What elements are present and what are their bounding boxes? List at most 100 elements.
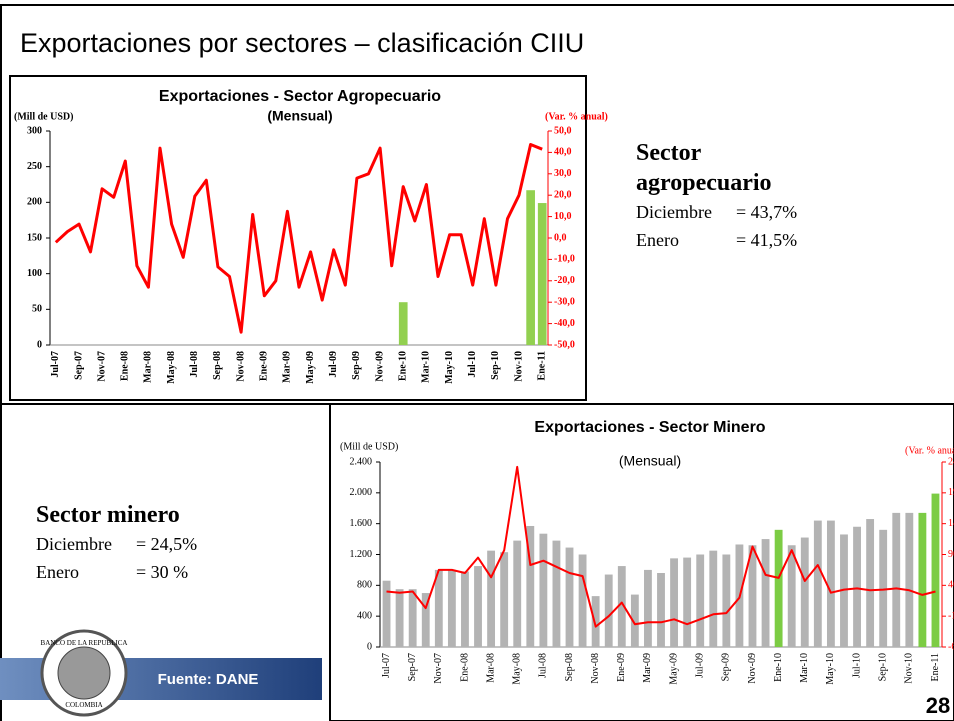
x-tick-label: Mar-09 (642, 653, 653, 683)
y-tick-label: 300 (27, 125, 42, 136)
x-tick-label: Ene-08 (120, 351, 131, 381)
y2-axis-label: (Var. % anual) (905, 445, 954, 456)
x-tick-label: Jul-07 (50, 351, 61, 378)
note-value: = 41,5% (736, 230, 798, 250)
bar (774, 529, 783, 647)
y2-tick-label: 40,0 (554, 147, 572, 158)
bar (931, 493, 940, 647)
y2-tick-label: 190,0 (948, 487, 954, 498)
bar (761, 539, 770, 647)
y2-tick-label: 10,0 (554, 211, 572, 222)
x-tick-label: Jul-09 (695, 653, 706, 678)
y2-tick-label: -40,0 (554, 318, 575, 329)
note-row: Diciembre = 43,7% (636, 198, 806, 226)
bar (866, 519, 875, 647)
bar (787, 545, 796, 647)
x-tick-label: May-10 (825, 653, 836, 685)
y2-tick-label: 0,0 (554, 232, 567, 243)
x-tick-label: May-08 (166, 351, 177, 384)
bar (879, 529, 888, 647)
note-row: Enero = 41,5% (636, 226, 806, 254)
y-tick-label: 0 (37, 339, 42, 350)
x-tick-label: May-09 (305, 351, 316, 384)
y-axis-label: (Mill de USD) (14, 111, 73, 122)
x-tick-label: Nov-07 (96, 351, 107, 382)
y2-tick-label: -10,0 (554, 254, 575, 265)
source: Fuente: DANE (158, 671, 259, 688)
bar (722, 554, 731, 647)
x-tick-label: Nov-10 (513, 351, 524, 382)
x-tick-label: Sep-07 (407, 653, 418, 681)
x-tick-label: Nov-09 (747, 653, 758, 684)
note-label: Enero (636, 230, 679, 250)
y2-tick-label: 30,0 (554, 168, 572, 179)
bar (447, 569, 456, 647)
x-tick-label: Ene-11 (537, 351, 548, 380)
x-tick-label: Jul-10 (467, 351, 478, 378)
note-value: = 24,5% (136, 534, 198, 554)
x-tick-label: Mar-09 (282, 351, 293, 383)
x-tick-label: Sep-10 (490, 351, 501, 380)
x-tick-label: Ene-08 (459, 653, 470, 682)
x-tick-label: Nov-07 (433, 653, 444, 684)
logo-bottom: COLOMBIA (65, 701, 102, 709)
x-tick-label: Sep-09 (351, 351, 362, 380)
chart-subtitle: (Mensual) (619, 453, 681, 469)
y-tick-label: 1.600 (350, 518, 373, 529)
bar (748, 545, 757, 647)
slide-frame (0, 4, 954, 721)
x-tick-label: May-09 (668, 653, 679, 685)
y-tick-label: 400 (357, 610, 372, 621)
y-tick-label: 2.400 (350, 456, 373, 467)
y-tick-label: 150 (27, 232, 42, 243)
y-tick-label: 250 (27, 161, 42, 172)
y2-tick-label: 90,0 (948, 549, 954, 560)
x-tick-label: Jul-07 (381, 653, 392, 678)
y2-axis-label: (Var. % anual) (545, 111, 608, 122)
chart-title: Exportaciones - Sector Agropecuario (159, 88, 441, 105)
note-label: Diciembre (36, 534, 112, 554)
slide-title: Exportaciones por sectores – clasificaci… (20, 28, 584, 58)
bar (398, 302, 408, 345)
x-tick-label: Sep-08 (212, 351, 223, 380)
chart-subtitle: (Mensual) (267, 108, 332, 124)
note-label: Enero (36, 562, 79, 582)
x-tick-label: Jul-08 (189, 351, 200, 378)
x-tick-label: Nov-09 (374, 351, 385, 382)
bar (905, 512, 914, 647)
bar (918, 512, 927, 647)
note-row: Diciembre = 24,5% (36, 530, 296, 558)
bar (800, 537, 809, 647)
x-tick-label: Jul-09 (328, 351, 339, 378)
y-tick-label: 1.200 (350, 549, 373, 560)
x-tick-label: Jul-10 (851, 653, 862, 678)
bar (526, 525, 535, 647)
x-tick-label: Ene-11 (930, 653, 941, 682)
note-title: Sector minero (36, 502, 180, 528)
bar (500, 552, 509, 647)
bar (617, 566, 626, 647)
y2-tick-label: 50,0 (554, 125, 572, 136)
y-tick-label: 0 (367, 641, 372, 652)
bar (826, 520, 835, 647)
x-tick-label: Mar-08 (143, 351, 154, 383)
note-value: = 43,7% (736, 202, 798, 222)
bar (591, 596, 600, 647)
y2-tick-label: -20,0 (554, 275, 575, 286)
bar (513, 540, 522, 647)
x-tick-label: May-08 (512, 653, 523, 685)
note: Sector minero Diciembre = 24,5% Enero = 30… (36, 500, 296, 586)
note-row: Enero = 30 % (36, 558, 296, 586)
page-number: 28 (926, 693, 950, 718)
bar (630, 594, 639, 647)
bar (604, 574, 613, 647)
bar (683, 557, 692, 647)
x-tick-label: Sep-09 (721, 653, 732, 681)
x-tick-label: Mar-10 (799, 653, 810, 683)
logo: BANCO DE LA REPUBLICA COLOMBIA (40, 629, 128, 717)
line-series (54, 143, 543, 334)
bar (840, 534, 848, 647)
bar (892, 512, 901, 647)
bar (408, 589, 417, 647)
